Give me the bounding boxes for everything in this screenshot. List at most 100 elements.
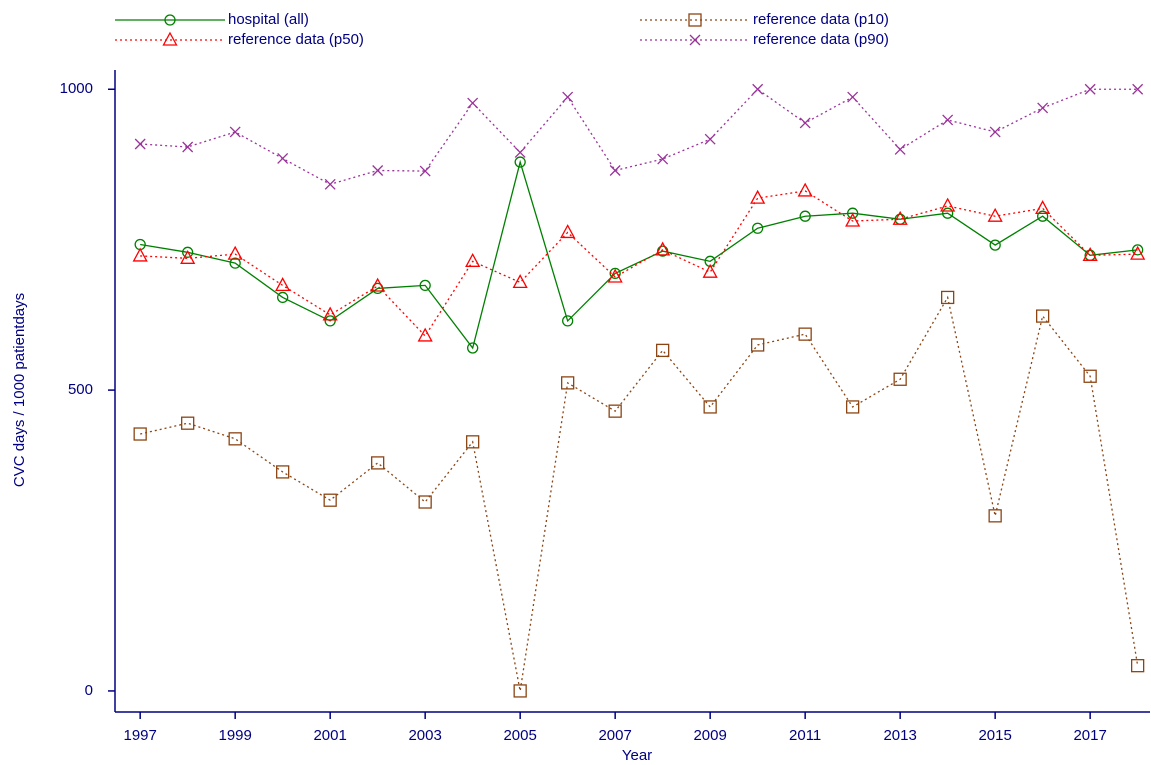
marker (942, 114, 954, 126)
marker (1131, 659, 1145, 673)
marker (656, 343, 670, 358)
marker (1035, 200, 1051, 215)
series-line (140, 159, 1138, 350)
series-line (140, 88, 1138, 186)
marker (372, 165, 384, 176)
marker (418, 495, 432, 509)
x-tick-label: 2013 (883, 727, 916, 744)
y-axis-label: CVC days / 1000 patientdays (11, 293, 28, 487)
marker (370, 277, 386, 292)
legend-marker (164, 14, 176, 26)
marker (371, 456, 385, 470)
marker (751, 338, 765, 352)
marker (465, 252, 481, 267)
x-tick-label: 2001 (313, 727, 346, 744)
marker (847, 91, 859, 103)
marker (987, 207, 1003, 222)
marker (229, 257, 241, 269)
marker (942, 207, 954, 219)
marker (1037, 210, 1049, 222)
marker (845, 212, 861, 227)
marker (1132, 244, 1144, 256)
marker (608, 404, 622, 418)
marker (466, 435, 480, 449)
x-tick-label: 2007 (598, 727, 631, 744)
marker (609, 267, 621, 280)
x-tick-label: 2003 (408, 727, 441, 744)
marker (467, 342, 479, 354)
x-tick-label: 2015 (978, 727, 1011, 744)
marker (702, 263, 718, 278)
marker (277, 291, 289, 304)
marker (132, 247, 148, 262)
series-line (140, 190, 1138, 337)
legend-label: reference data (p50) (228, 31, 364, 48)
marker (752, 83, 764, 95)
marker (1083, 369, 1097, 383)
marker (752, 222, 764, 234)
marker (324, 315, 336, 327)
marker (607, 268, 623, 283)
marker (514, 156, 526, 168)
marker (467, 97, 479, 109)
x-tick-label: 1997 (123, 727, 156, 744)
marker (323, 493, 337, 507)
marker (609, 165, 621, 176)
marker (275, 277, 291, 292)
marker (276, 465, 290, 479)
marker (180, 249, 196, 264)
marker (419, 165, 431, 177)
marker (182, 141, 194, 153)
marker (704, 133, 716, 145)
marker (1037, 102, 1049, 114)
marker (703, 400, 717, 414)
legend-label: reference data (p10) (753, 11, 889, 28)
series-line (140, 295, 1139, 692)
marker (894, 143, 906, 155)
marker (892, 210, 908, 225)
legend-marker (688, 13, 702, 27)
marker (1036, 309, 1050, 323)
marker (1130, 245, 1146, 260)
legend-marker (162, 31, 178, 46)
marker (227, 245, 243, 260)
marker (182, 246, 194, 258)
marker (1082, 246, 1098, 261)
marker (277, 152, 289, 164)
marker (562, 91, 574, 103)
y-tick-label: 1000 (60, 80, 93, 97)
legend-label: hospital (all) (228, 11, 309, 28)
marker (989, 239, 1001, 251)
marker (846, 400, 860, 414)
marker (799, 210, 811, 222)
marker (324, 178, 336, 190)
marker (512, 274, 528, 289)
marker (940, 197, 956, 212)
marker (562, 315, 574, 327)
marker (798, 327, 812, 341)
x-tick-label: 2005 (503, 727, 536, 744)
marker (797, 182, 813, 197)
marker (181, 416, 195, 430)
marker (893, 372, 907, 386)
legend-marker (689, 34, 701, 46)
x-tick-label: 2009 (693, 727, 726, 744)
marker (799, 117, 811, 129)
marker (513, 684, 527, 698)
marker (1132, 83, 1144, 95)
y-tick-label: 500 (68, 381, 93, 398)
marker (988, 509, 1002, 523)
marker (322, 306, 338, 321)
x-tick-label: 2017 (1073, 727, 1106, 744)
marker (134, 138, 146, 150)
marker (750, 189, 766, 204)
marker (229, 126, 241, 138)
y-tick-label: 0 (85, 682, 93, 699)
marker (560, 224, 576, 239)
marker (228, 432, 242, 446)
x-tick-label: 1999 (218, 727, 251, 744)
marker (133, 427, 147, 441)
marker (514, 146, 526, 158)
marker (941, 290, 955, 305)
